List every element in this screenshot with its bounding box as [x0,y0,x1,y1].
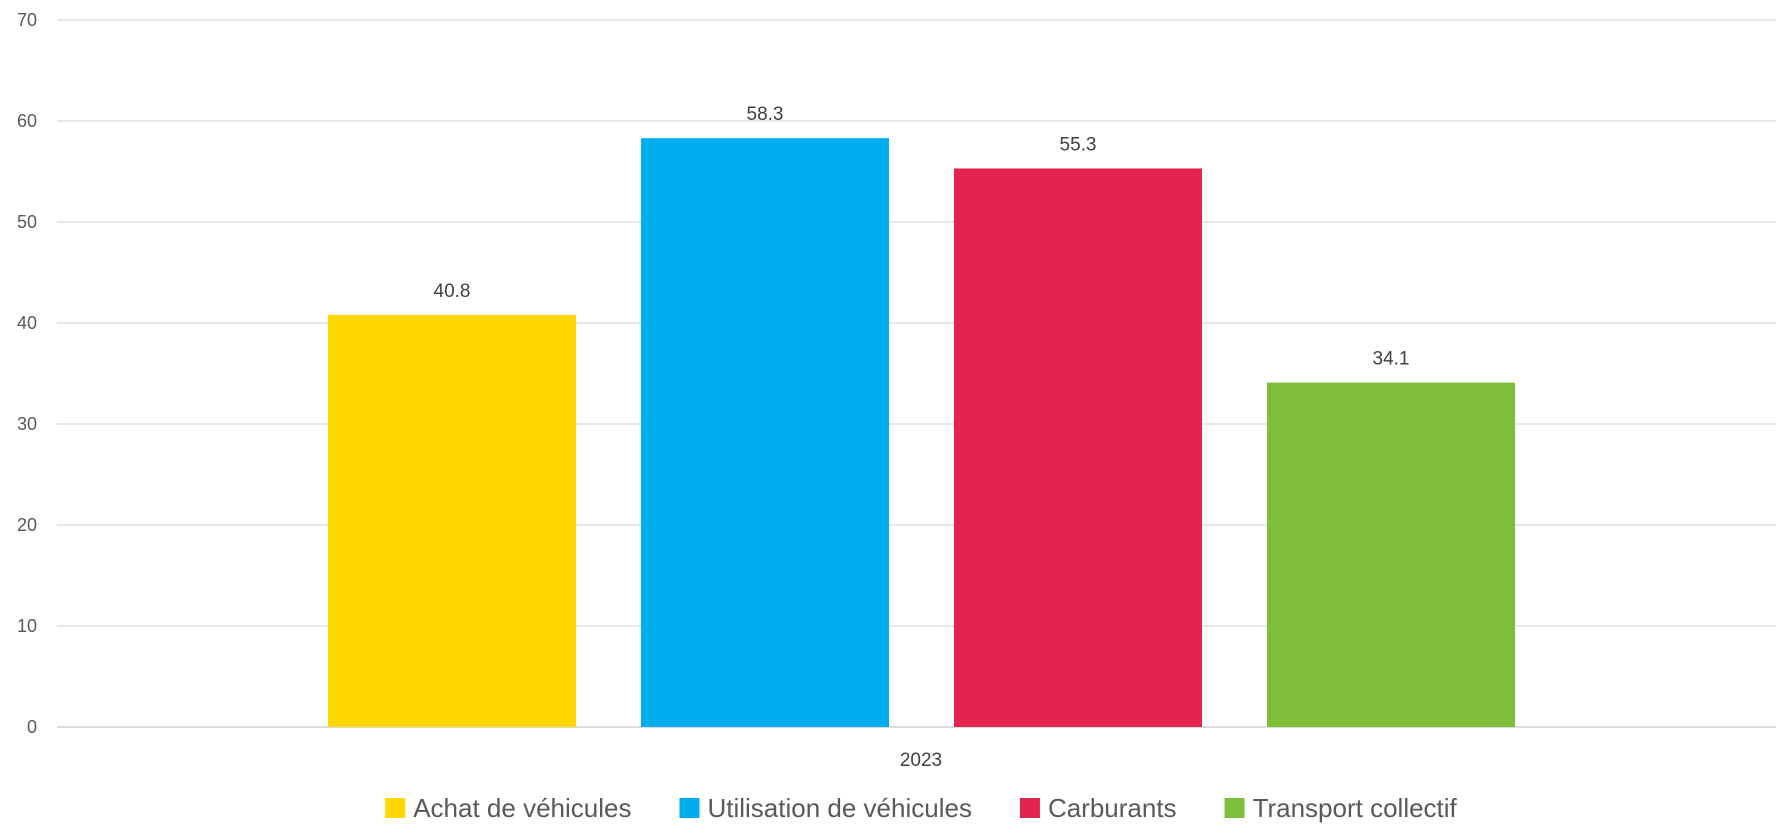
legend-item: Transport collectif [1224,793,1458,823]
bar [1267,382,1515,727]
data-label: 55.3 [1060,134,1097,155]
legend-swatch [1224,798,1245,818]
legend-item: Achat de véhicules [385,793,631,823]
legend-swatch [1019,798,1040,818]
y-tick-label: 70 [17,10,37,30]
bars [328,138,1515,728]
y-tick-label: 40 [17,313,37,333]
legend-label: Achat de véhicules [413,793,631,823]
category-label: 2023 [900,750,942,771]
bar [954,168,1202,728]
legend-item: Utilisation de véhicules [679,793,972,823]
y-tick-label: 50 [17,212,37,232]
legend-label: Transport collectif [1253,793,1458,823]
gridlines [57,19,1776,728]
legend: Achat de véhicules Utilisation de véhicul… [385,793,1458,823]
data-label: 40.8 [434,281,471,302]
y-tick-label: 0 [27,717,37,737]
legend-item: Carburants [1019,793,1177,823]
y-tick-label: 20 [17,515,37,535]
data-label: 58.3 [747,104,784,125]
y-tick-label: 60 [17,111,37,131]
y-tick-label: 10 [17,616,37,636]
legend-label: Utilisation de véhicules [707,793,971,823]
bar [641,138,889,728]
y-axis-ticks: 0 10 20 30 40 50 60 70 [17,10,37,737]
legend-swatch [679,798,700,818]
y-tick-label: 30 [17,414,37,434]
legend-label: Carburants [1048,793,1177,823]
bar [328,314,576,727]
legend-swatch [385,798,406,818]
data-label: 34.1 [1373,349,1410,370]
data-labels: 40.8 58.3 55.3 34.1 [434,104,1410,369]
